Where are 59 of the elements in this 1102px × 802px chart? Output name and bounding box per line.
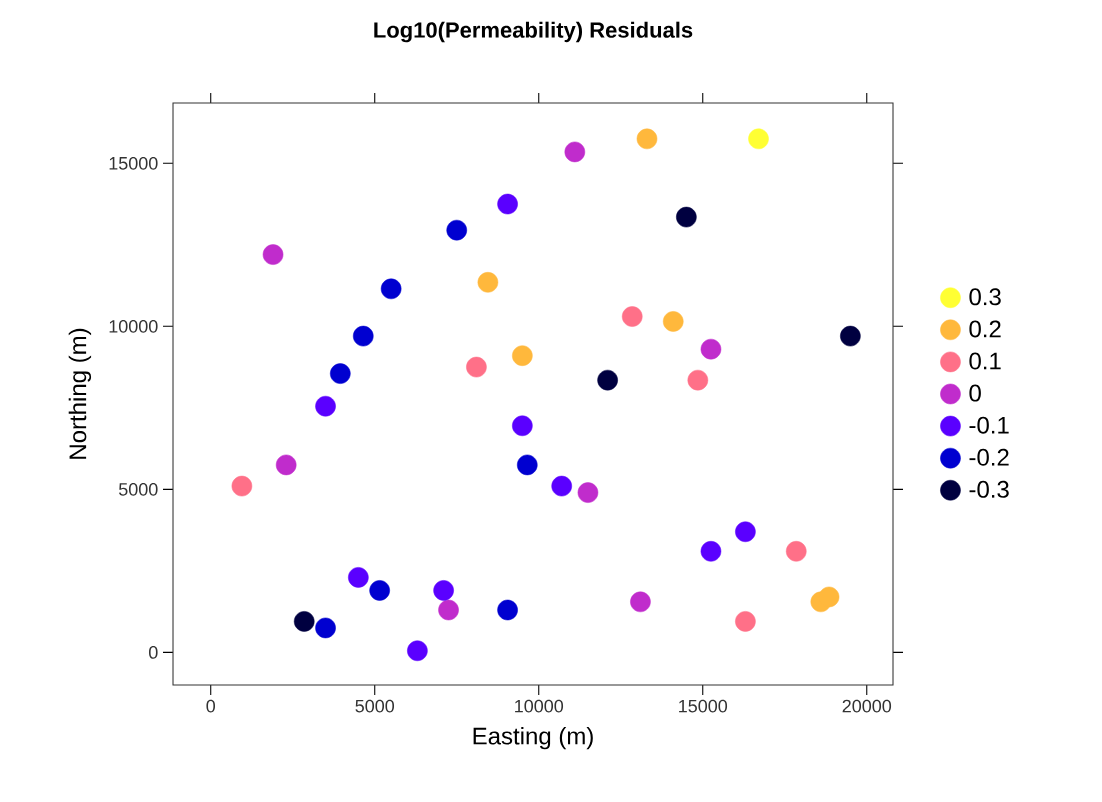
point [735, 611, 756, 632]
legend-label: 0.2 [969, 320, 1001, 338]
y-tick-label: 0 [149, 646, 158, 659]
legend-label: 0.3 [969, 288, 1001, 306]
point [577, 482, 599, 503]
point [630, 591, 651, 613]
point [348, 567, 369, 588]
point [597, 369, 618, 391]
point [636, 128, 658, 150]
point [369, 580, 390, 601]
x-tick-label: 0 [206, 699, 216, 713]
point [330, 363, 351, 384]
point [512, 415, 533, 437]
y-tick-label: 15000 [109, 156, 158, 170]
point [231, 475, 253, 497]
legend-label: -0.3 [969, 480, 1009, 498]
point [700, 338, 722, 360]
point [466, 356, 487, 378]
legend-label: 0.1 [969, 352, 1001, 370]
x-tick-label: 15000 [679, 699, 728, 713]
point [748, 128, 769, 150]
point [497, 599, 518, 621]
y-axis-title: Northing (m) [68, 328, 92, 459]
x-tick-label: 5000 [355, 699, 395, 713]
point [446, 219, 468, 241]
y-tick-label: 10000 [109, 319, 158, 333]
point [840, 325, 861, 347]
point [433, 580, 454, 601]
point [621, 306, 643, 327]
point [497, 193, 518, 215]
point [676, 206, 697, 228]
point [512, 345, 533, 366]
legend-label: 0 [969, 384, 981, 402]
point [380, 278, 402, 300]
point [517, 454, 538, 476]
point [818, 586, 840, 608]
x-axis-title: Easting (m) [473, 726, 593, 750]
point [564, 141, 586, 163]
point [700, 541, 722, 562]
point [293, 611, 315, 632]
point [352, 325, 374, 347]
x-tick-label: 20000 [842, 699, 892, 713]
point [477, 272, 499, 293]
point [735, 521, 756, 543]
point [438, 599, 459, 621]
x-tick-label: 10000 [515, 699, 564, 713]
y-tick-label: 5000 [118, 482, 158, 496]
point [785, 541, 807, 562]
chart-title: Log10(Permeability) Residuals [374, 21, 693, 43]
point [662, 311, 684, 332]
legend-label: -0.1 [969, 416, 1009, 434]
point [275, 454, 297, 476]
legend-label: -0.2 [969, 448, 1009, 466]
point [687, 369, 709, 391]
point [315, 617, 336, 639]
point [315, 395, 336, 417]
point [262, 244, 284, 265]
point [407, 640, 428, 662]
point [551, 475, 572, 497]
